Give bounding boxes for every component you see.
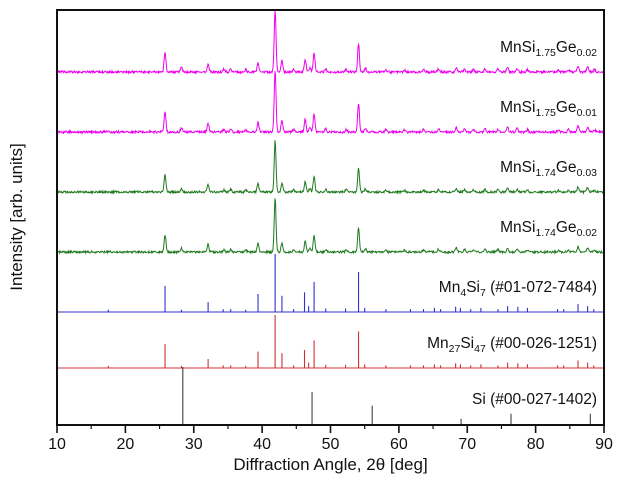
series-label-subscript: 4 — [460, 287, 466, 299]
x-tick-label: 10 — [48, 436, 66, 453]
series-label-subscript: 27 — [449, 343, 461, 355]
diffraction-trace — [57, 71, 604, 135]
x-tick-label: 90 — [595, 436, 613, 453]
series-label-text: Si (#00-027-1402) — [472, 391, 597, 408]
series-label: MnSi1.75Ge0.02 — [500, 39, 597, 59]
series-label-text: MnSi — [500, 159, 535, 176]
series-label: MnSi1.75Ge0.01 — [500, 99, 597, 119]
series-label-text: MnSi — [500, 219, 535, 236]
series-label-text: MnSi — [500, 39, 535, 56]
series-label-subscript: 47 — [474, 343, 486, 355]
series-label-subscript: 1.75 — [535, 47, 556, 59]
x-tick-label: 80 — [527, 436, 545, 453]
series-label-text: (#00-026-1251) — [486, 335, 597, 352]
diffraction-trace — [57, 198, 604, 255]
diffraction-trace — [57, 140, 604, 195]
series-label: Mn4Si7 (#01-072-7484) — [439, 279, 597, 299]
x-tick-label: 50 — [322, 436, 340, 453]
series-label-subscript: 0.02 — [577, 227, 598, 239]
series-label-text: MnSi — [500, 99, 535, 116]
series-label-subscript: 1.74 — [535, 227, 556, 239]
series-label: MnSi1.74Ge0.02 — [500, 219, 597, 239]
series-label-text: Ge — [556, 99, 577, 116]
series-label-subscript: 1.75 — [535, 107, 556, 119]
x-tick-label: 60 — [390, 436, 408, 453]
x-axis-title: Diffraction Angle, 2θ [deg] — [233, 455, 428, 474]
series-label: Mn27Si47 (#00-026-1251) — [427, 335, 597, 355]
series-label-subscript: 7 — [480, 287, 486, 299]
series-label: MnSi1.74Ge0.03 — [500, 159, 597, 179]
series-label-subscript: 1.74 — [535, 167, 556, 179]
series-label-subscript: 0.03 — [577, 167, 598, 179]
x-tick-label: 70 — [458, 436, 476, 453]
series-label-text: Ge — [556, 219, 577, 236]
series-label-text: (#01-072-7484) — [486, 279, 597, 296]
series-label-text: Si — [466, 279, 480, 296]
x-tick-label: 20 — [116, 436, 134, 453]
series-label-text: Ge — [556, 159, 577, 176]
x-tick-label: 40 — [253, 436, 271, 453]
plot-frame — [56, 9, 605, 426]
series-label-text: Si — [460, 335, 474, 352]
series-label-text: Mn — [439, 279, 461, 296]
series-label-text: Ge — [556, 39, 577, 56]
series-label: Si (#00-027-1402) — [472, 391, 597, 408]
diffraction-trace — [57, 10, 604, 75]
x-tick-label: 30 — [185, 436, 203, 453]
series-label-text: Mn — [427, 335, 449, 352]
series-label-subscript: 0.02 — [577, 47, 598, 59]
series-label-subscript: 0.01 — [577, 107, 598, 119]
